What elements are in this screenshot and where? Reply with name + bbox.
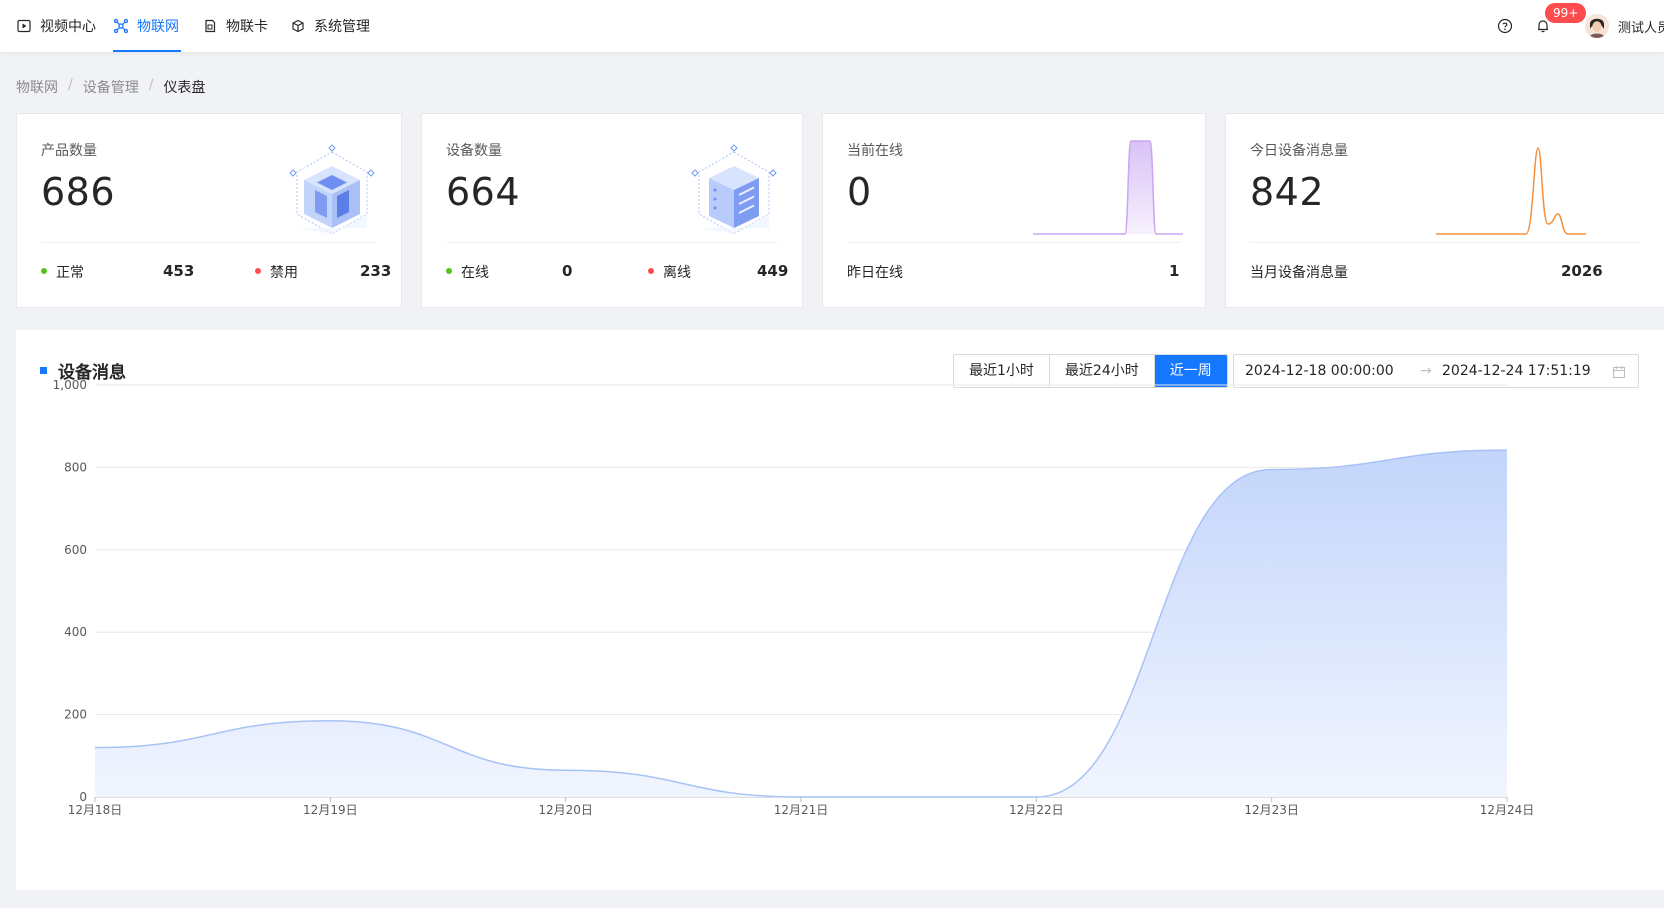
y-tick-label: 1,000 bbox=[53, 378, 87, 392]
device-count-card: 设备数量 664 在线 0 离线 449 bbox=[421, 113, 803, 308]
online-count: 0 bbox=[562, 262, 573, 280]
offline-count: 449 bbox=[757, 262, 789, 280]
card-title: 今日设备消息量 bbox=[1250, 143, 1348, 159]
y-tick-label: 400 bbox=[64, 625, 87, 639]
notification-count-badge: 99+ bbox=[1545, 3, 1587, 23]
normal-count: 453 bbox=[163, 262, 195, 280]
iot-network-icon bbox=[113, 18, 129, 34]
offline-label: 离线 bbox=[663, 265, 691, 281]
messages-trend-sparkline bbox=[1436, 138, 1586, 238]
range-last-week-button[interactable]: 近一周 bbox=[1154, 355, 1227, 387]
system-cube-icon bbox=[290, 18, 306, 34]
nav-item-label: 物联卡 bbox=[226, 19, 268, 35]
disabled-count: 233 bbox=[360, 262, 392, 280]
product-count-value: 686 bbox=[41, 170, 116, 214]
offline-status: 离线 bbox=[648, 262, 691, 282]
bell-icon[interactable] bbox=[1533, 16, 1553, 36]
card-title: 当前在线 bbox=[847, 143, 903, 159]
nav-item-iot[interactable]: 物联网 bbox=[113, 0, 181, 52]
card-divider bbox=[847, 242, 1181, 243]
breadcrumb-separator: / bbox=[68, 77, 73, 93]
username[interactable]: 测试人员 bbox=[1618, 21, 1664, 36]
product-cube-illustration bbox=[287, 144, 377, 236]
nav-item-iot-card[interactable]: 物联卡 bbox=[202, 0, 268, 52]
device-messages-area-chart: 0 200 400 600 800 1,000 12月18日 12月19日 12月20日 12月… bbox=[53, 378, 1535, 817]
today-messages-card: 今日设备消息量 842 当月设备消息量 2026 bbox=[1225, 113, 1664, 308]
x-tick-label: 12月19日 bbox=[303, 803, 358, 817]
current-online-value: 0 bbox=[847, 170, 872, 214]
nav-item-label: 物联网 bbox=[137, 19, 179, 35]
end-datetime-input[interactable]: 2024-12-24 17:51:19 bbox=[1442, 363, 1591, 379]
panel-title-text: 设备消息 bbox=[58, 363, 126, 383]
time-range-segmented: 最近1小时 最近24小时 近一周 bbox=[953, 354, 1228, 388]
device-messages-panel: 设备消息 最近1小时 最近24小时 近一周 2024-12-18 00:00:0… bbox=[16, 330, 1664, 890]
disabled-label: 禁用 bbox=[270, 265, 298, 281]
green-dot-icon bbox=[41, 268, 47, 274]
y-tick-label: 200 bbox=[64, 708, 87, 722]
online-status: 在线 bbox=[446, 262, 489, 282]
panel-title: 设备消息 bbox=[40, 358, 126, 383]
online-label: 在线 bbox=[461, 265, 489, 281]
start-datetime-input[interactable]: 2024-12-18 00:00:00 bbox=[1245, 363, 1394, 379]
breadcrumb-item-device-management[interactable]: 设备管理 bbox=[82, 80, 139, 96]
green-dot-icon bbox=[446, 268, 452, 274]
range-last-1-hour-button[interactable]: 最近1小时 bbox=[954, 355, 1050, 387]
x-tick-label: 12月22日 bbox=[1009, 803, 1064, 817]
disabled-status: 禁用 bbox=[255, 262, 298, 282]
card-title: 产品数量 bbox=[41, 143, 97, 159]
breadcrumb-item-iot[interactable]: 物联网 bbox=[16, 80, 58, 96]
x-tick-label: 12月20日 bbox=[538, 803, 593, 817]
avatar[interactable] bbox=[1585, 14, 1609, 38]
breadcrumb-item-dashboard: 仪表盘 bbox=[163, 80, 206, 96]
y-tick-label: 0 bbox=[79, 790, 87, 804]
current-online-card: 当前在线 0 昨日在线 1 bbox=[822, 113, 1206, 308]
normal-label: 正常 bbox=[56, 265, 84, 281]
x-tick-label: 12月18日 bbox=[68, 803, 123, 817]
red-dot-icon bbox=[255, 268, 261, 274]
breadcrumb-separator: / bbox=[148, 77, 154, 93]
x-tick-label: 12月23日 bbox=[1244, 803, 1299, 817]
device-count-value: 664 bbox=[446, 170, 521, 214]
range-last-24-hours-button[interactable]: 最近24小时 bbox=[1050, 355, 1155, 387]
yesterday-online-label: 昨日在线 bbox=[847, 265, 903, 281]
chart-series-line bbox=[94, 449, 1508, 798]
nav-item-label: 系统管理 bbox=[314, 19, 370, 35]
online-trend-sparkline bbox=[1033, 138, 1183, 238]
y-tick-label: 800 bbox=[64, 460, 87, 474]
yesterday-online-value: 1 bbox=[1169, 262, 1180, 280]
y-tick-label: 600 bbox=[64, 543, 87, 557]
card-divider bbox=[1250, 242, 1641, 243]
date-range-picker[interactable]: 2024-12-18 00:00:00 → 2024-12-24 17:51:1… bbox=[1233, 354, 1639, 388]
card-divider bbox=[446, 242, 778, 243]
card-divider bbox=[41, 242, 377, 243]
monthly-messages-value: 2026 bbox=[1561, 262, 1603, 280]
nav-item-label: 视频中心 bbox=[40, 19, 96, 35]
card-title: 设备数量 bbox=[446, 143, 502, 159]
normal-status: 正常 bbox=[41, 262, 84, 282]
today-messages-value: 842 bbox=[1250, 170, 1325, 214]
nav-item-system-management[interactable]: 系统管理 bbox=[290, 0, 370, 52]
help-icon[interactable] bbox=[1495, 16, 1515, 36]
title-marker-icon bbox=[40, 367, 47, 374]
product-count-card: 产品数量 686 正常 453 禁用 233 bbox=[16, 113, 402, 308]
chart-area-fill bbox=[95, 450, 1507, 797]
device-server-illustration bbox=[689, 144, 779, 236]
sim-card-icon bbox=[202, 18, 218, 34]
top-navigation-bar: 视频中心 物联网 物联卡 系统管理 99+ bbox=[0, 0, 1664, 53]
monthly-messages-label: 当月设备消息量 bbox=[1250, 265, 1348, 281]
video-play-icon bbox=[16, 18, 32, 34]
red-dot-icon bbox=[648, 268, 654, 274]
x-tick-label: 12月24日 bbox=[1480, 803, 1535, 817]
calendar-icon[interactable] bbox=[1612, 364, 1626, 379]
breadcrumb: 物联网 / 设备管理 / 仪表盘 bbox=[16, 77, 205, 97]
nav-item-video-center[interactable]: 视频中心 bbox=[16, 0, 96, 52]
x-tick-label: 12月21日 bbox=[774, 803, 829, 817]
range-arrow-icon: → bbox=[1420, 363, 1432, 379]
